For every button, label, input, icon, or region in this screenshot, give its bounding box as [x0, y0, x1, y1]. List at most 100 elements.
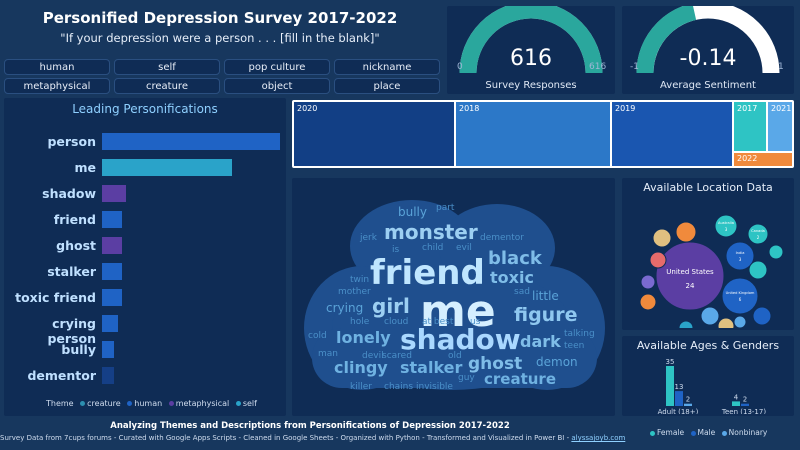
- word-cloud-word[interactable]: clingy: [334, 358, 388, 377]
- legend-metaphysical-dot: [168, 401, 174, 406]
- treemap-2020[interactable]: 2020: [293, 101, 455, 167]
- location-bubble[interactable]: [725, 241, 755, 271]
- bar[interactable]: [102, 237, 123, 254]
- age-gender-bar[interactable]: [732, 401, 740, 406]
- word-cloud-word[interactable]: mother: [338, 287, 371, 297]
- location-bubble[interactable]: [733, 315, 747, 328]
- word-cloud-word[interactable]: figure: [514, 304, 578, 326]
- bar[interactable]: [102, 315, 119, 332]
- word-cloud-word[interactable]: friend: [370, 253, 485, 293]
- bar[interactable]: [102, 185, 127, 202]
- treemap-2022[interactable]: 2022: [733, 152, 793, 167]
- filter-chip-human[interactable]: human: [4, 59, 110, 75]
- word-cloud-word[interactable]: toxic: [490, 268, 534, 287]
- bar[interactable]: [102, 341, 115, 358]
- word-cloud-word[interactable]: teen: [564, 341, 585, 351]
- bar-label: person: [47, 134, 96, 149]
- filter-chip-creature[interactable]: creature: [114, 78, 220, 94]
- word-cloud-word[interactable]: hole: [350, 317, 370, 327]
- word-cloud-word[interactable]: child: [422, 243, 444, 253]
- bar-label: toxic friend: [15, 290, 96, 305]
- location-bubble[interactable]: [649, 251, 667, 269]
- word-cloud-word[interactable]: sad: [514, 287, 530, 297]
- word-cloud-word[interactable]: cold: [308, 331, 327, 341]
- filter-chip-metaphysical[interactable]: metaphysical: [4, 78, 110, 94]
- word-cloud-word[interactable]: me: [420, 286, 496, 337]
- bar[interactable]: [102, 211, 123, 228]
- location-bubble[interactable]: [717, 317, 735, 328]
- word-cloud-word[interactable]: girl: [372, 294, 410, 318]
- bar[interactable]: [102, 263, 123, 280]
- word-cloud-word[interactable]: at best: [422, 317, 454, 327]
- word-cloud-word[interactable]: twin: [350, 275, 370, 285]
- location-bubble[interactable]: [639, 293, 657, 311]
- location-bubble[interactable]: [768, 244, 784, 260]
- filter-chip-place[interactable]: place: [334, 78, 440, 94]
- word-cloud-word[interactable]: scared: [382, 351, 412, 361]
- filter-chip-pop-culture[interactable]: pop culture: [224, 59, 330, 75]
- word-cloud-word[interactable]: stalker: [400, 358, 463, 377]
- word-cloud-word[interactable]: us: [470, 317, 481, 327]
- sentiment-min: -1: [630, 62, 639, 72]
- location-bubble[interactable]: [655, 241, 725, 311]
- word-cloud-word[interactable]: invisible: [416, 382, 453, 392]
- author-link[interactable]: alyssajoyb.com: [571, 434, 626, 442]
- word-cloud-word[interactable]: bully: [398, 205, 427, 219]
- sentiment-value: -0.14: [679, 46, 737, 71]
- age-gender-bar[interactable]: [666, 366, 674, 406]
- word-cloud-word[interactable]: lonely: [336, 328, 391, 347]
- location-bubble[interactable]: [721, 277, 759, 315]
- word-cloud-word[interactable]: chains: [384, 382, 414, 392]
- location-bubble[interactable]: [700, 306, 720, 326]
- bar[interactable]: [102, 159, 232, 176]
- word-cloud-word[interactable]: part: [436, 203, 455, 213]
- location-bubble[interactable]: [714, 214, 738, 238]
- location-bubble-label: Canada: [751, 229, 765, 233]
- word-cloud-word[interactable]: monster: [384, 220, 478, 244]
- word-cloud-word[interactable]: crying: [326, 301, 364, 315]
- word-cloud-word[interactable]: devil: [362, 351, 384, 361]
- word-cloud-word[interactable]: demon: [536, 355, 578, 369]
- filter-chip-self[interactable]: self: [114, 59, 220, 75]
- word-cloud-word[interactable]: talking: [564, 329, 595, 339]
- word-cloud-word[interactable]: dark: [520, 332, 561, 351]
- word-cloud-word[interactable]: man: [318, 349, 338, 359]
- location-bubble[interactable]: [678, 320, 694, 328]
- word-cloud-word[interactable]: is: [392, 245, 400, 255]
- word-cloud-word[interactable]: creature: [484, 370, 557, 388]
- location-bubble[interactable]: [748, 260, 768, 280]
- treemap-2021[interactable]: 2021: [767, 101, 793, 152]
- word-cloud: friend me shadow monster figure girl black toxi…: [292, 178, 615, 416]
- ages-legend-row: Female Male Nonbinary: [646, 428, 767, 437]
- word-cloud-word[interactable]: shadow: [400, 323, 521, 356]
- word-cloud-word[interactable]: guy: [458, 373, 475, 383]
- age-gender-bar[interactable]: [741, 403, 749, 406]
- word-cloud-word[interactable]: little: [532, 289, 559, 303]
- bar[interactable]: [102, 133, 280, 150]
- bar-label: friend: [53, 212, 96, 227]
- bar[interactable]: [102, 289, 123, 306]
- location-bubble[interactable]: [652, 228, 672, 248]
- location-bubble[interactable]: [640, 274, 656, 290]
- filter-chip-nickname[interactable]: nickname: [334, 59, 440, 75]
- filter-chip-object[interactable]: object: [224, 78, 330, 94]
- word-cloud-word[interactable]: dementor: [480, 233, 524, 243]
- responses-label: Survey Responses: [485, 80, 577, 91]
- word-cloud-word[interactable]: killer: [350, 382, 372, 392]
- word-cloud-word[interactable]: evil: [456, 243, 472, 253]
- word-cloud-word[interactable]: old: [448, 351, 462, 361]
- word-cloud-word[interactable]: ghost: [468, 354, 523, 374]
- word-cloud-word[interactable]: cloud: [384, 317, 409, 327]
- treemap-2018[interactable]: 2018: [455, 101, 611, 167]
- legend-male-dot: [690, 430, 696, 436]
- age-gender-bar[interactable]: [684, 403, 692, 406]
- location-bubble[interactable]: [675, 221, 697, 243]
- age-gender-bar[interactable]: [675, 391, 683, 406]
- bar[interactable]: [102, 367, 115, 384]
- treemap-2017[interactable]: 2017: [733, 101, 767, 152]
- word-cloud-word[interactable]: black: [488, 248, 542, 269]
- treemap-2019[interactable]: 2019: [611, 101, 733, 167]
- word-cloud-word[interactable]: jerk: [360, 233, 377, 243]
- location-bubble[interactable]: [747, 223, 769, 245]
- location-bubble[interactable]: [752, 306, 772, 326]
